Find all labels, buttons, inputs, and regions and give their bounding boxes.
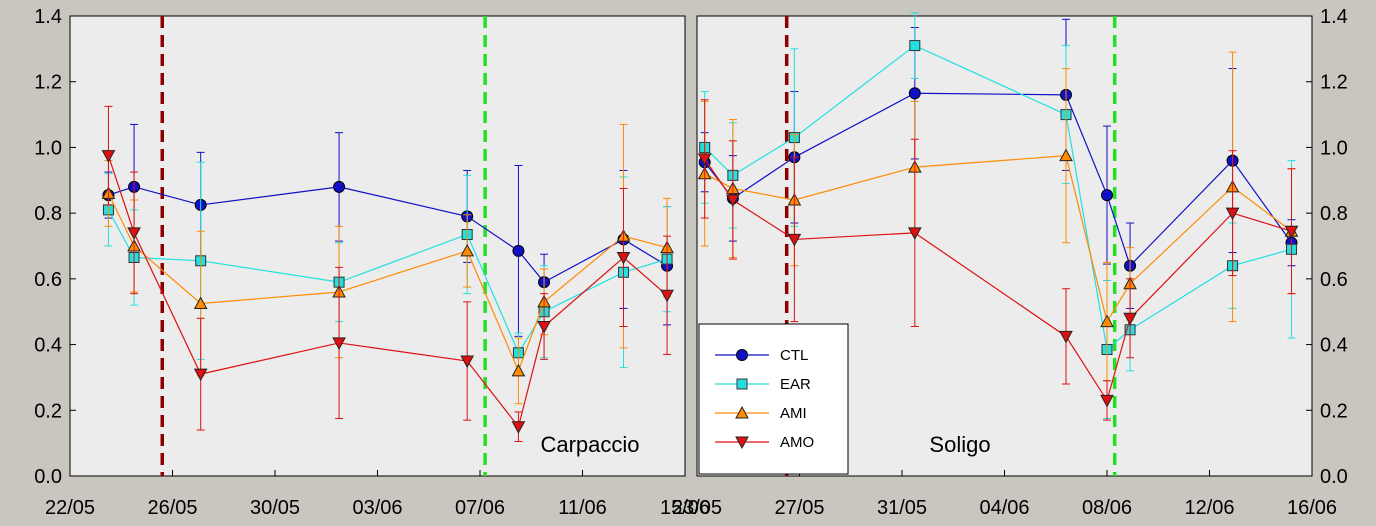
data-point	[1284, 225, 1299, 239]
legend-item-ear: EAR	[715, 376, 811, 393]
data-point	[697, 153, 712, 166]
x-tick-label: 04/06	[979, 497, 1029, 519]
y-tick-label: 0.4	[1320, 335, 1348, 357]
x-tick-label: 03/06	[352, 497, 402, 519]
y-tick-label: 0.0	[1320, 466, 1348, 488]
legend-marker	[736, 378, 748, 390]
x-tick-label: 26/05	[147, 497, 197, 519]
x-tick-label: 12/06	[1184, 497, 1234, 519]
data-point	[1100, 394, 1114, 408]
data-point	[333, 180, 346, 193]
data-point	[460, 355, 475, 369]
y-tick-label: 0.2	[34, 400, 62, 422]
data-point	[193, 368, 208, 382]
data-point	[511, 363, 526, 377]
y-tick-label: 1.4	[1320, 6, 1348, 28]
y-tick-label: 0.4	[34, 335, 62, 357]
data-point	[907, 227, 922, 240]
data-point	[1225, 207, 1240, 221]
panel-soligo: 0.0 0.2 0.4 0.6 0.8 1.0 1.2 1.4 23/05 27/05 31/05 0…	[672, 6, 1348, 519]
data-point	[660, 289, 674, 303]
y-tick-label: 0.2	[1320, 400, 1348, 422]
data-point	[1123, 312, 1137, 326]
data-point	[1101, 189, 1113, 202]
legend-box	[698, 323, 849, 475]
legend-marker	[735, 436, 749, 450]
data-point	[332, 337, 346, 350]
x-tick-label: 16/06	[1287, 497, 1337, 519]
y-tick-label: 0.6	[1320, 269, 1348, 291]
data-point	[1059, 330, 1073, 344]
x-tick-label: 27/05	[774, 497, 824, 519]
y-tick-label: 0.8	[1320, 203, 1348, 225]
data-point	[460, 243, 475, 257]
x-tick-label: 11/06	[558, 497, 607, 519]
series-amo	[101, 105, 674, 442]
y-tick-label: 1.0	[1320, 137, 1348, 159]
x-tick-label: 15/06	[660, 497, 710, 519]
legend-item-ctl: CTL	[715, 347, 808, 364]
data-point	[511, 421, 526, 434]
y-tick-label: 0.6	[34, 269, 62, 291]
data-point	[193, 296, 208, 309]
legend-label: CTL	[780, 347, 808, 364]
panel-carpaccio: 0.0 0.2 0.4 0.6 0.8 1.0 1.2 1.4 22/05 26/05 30/05 0…	[34, 6, 710, 519]
data-point	[908, 87, 921, 100]
panel-title: Carpaccio	[540, 432, 639, 457]
x-tick-label: 08/06	[1082, 497, 1132, 519]
legend-label: EAR	[780, 376, 811, 393]
data-point	[726, 194, 740, 208]
x-tick-label: 30/05	[250, 497, 300, 519]
legend-label: AMI	[780, 405, 807, 422]
y-tick-label: 1.0	[34, 137, 62, 159]
plot-area	[69, 15, 686, 477]
x-tick-label: 07/06	[455, 497, 505, 519]
y-tick-label: 1.2	[1320, 72, 1348, 94]
y-tick-label: 0.0	[34, 466, 62, 488]
legend: CTL EAR AMI AMO	[698, 323, 849, 475]
data-point	[512, 244, 525, 257]
legend-item-ami: AMI	[715, 405, 807, 422]
y-tick-label: 1.4	[34, 6, 62, 28]
y-tick-label: 0.8	[34, 203, 62, 225]
data-point	[1059, 148, 1073, 162]
y-tick-label: 1.2	[34, 72, 62, 94]
data-point	[909, 40, 921, 52]
data-point	[1100, 314, 1114, 328]
data-point	[616, 252, 631, 265]
data-point	[787, 233, 802, 247]
data-point	[537, 321, 551, 334]
x-tick-label: 23/05	[672, 497, 722, 519]
legend-item-amo: AMO	[715, 434, 814, 451]
x-tick-label: 31/05	[877, 497, 927, 519]
series-amo	[697, 99, 1299, 421]
legend-label: AMO	[780, 434, 814, 451]
data-point	[101, 150, 116, 163]
legend-marker	[735, 405, 749, 419]
panel-title: Soligo	[929, 432, 990, 457]
x-tick-label: 22/05	[45, 497, 95, 519]
data-point	[127, 227, 141, 240]
legend-marker	[736, 349, 748, 361]
